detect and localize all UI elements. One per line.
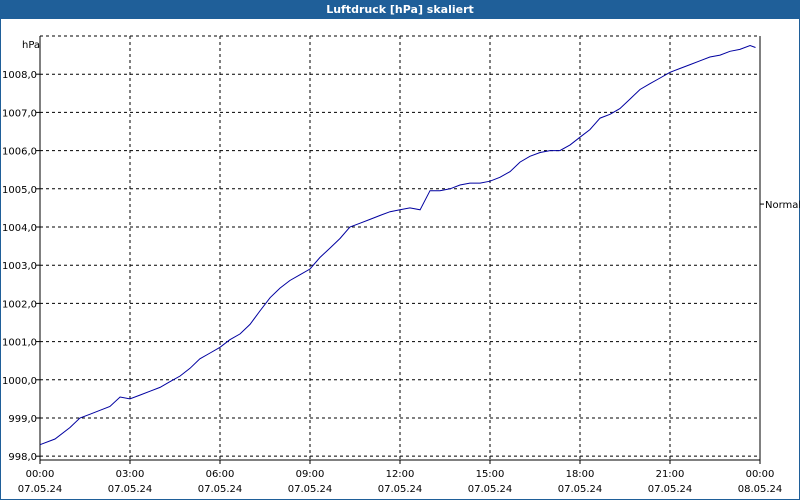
y-tick-label: 1008,0 xyxy=(2,70,37,81)
reference-marker: Normal xyxy=(760,200,800,211)
x-tick-date: 07.05.24 xyxy=(648,484,693,495)
x-tick-time: 18:00 xyxy=(566,469,595,480)
y-tick-label: 1003,0 xyxy=(2,261,37,272)
x-tick-date: 07.05.24 xyxy=(468,484,513,495)
y-tick-label: 1001,0 xyxy=(2,338,37,349)
x-tick-date: 07.05.24 xyxy=(378,484,423,495)
x-tick-labels: 00:00 07.05.24 03:00 07.05.24 06:00 07.05.24 0… xyxy=(18,469,783,495)
y-tick-label: 999,0 xyxy=(8,414,37,425)
y-tick-labels: 998,0 999,0 1000,0 1001,0 1002,0 1003,0 1004,0… xyxy=(2,70,37,463)
x-tick-time: 00:00 xyxy=(746,469,775,480)
axes xyxy=(36,36,761,464)
y-tick-label: 1000,0 xyxy=(2,376,37,387)
y-unit-label: hPa xyxy=(22,40,40,51)
x-tick-date: 07.05.24 xyxy=(108,484,153,495)
y-tick-label: 1006,0 xyxy=(2,147,37,158)
x-tick-date: 07.05.24 xyxy=(288,484,333,495)
x-tick-time: 03:00 xyxy=(116,469,145,480)
x-tick-time: 09:00 xyxy=(296,469,325,480)
x-tick-time: 12:00 xyxy=(386,469,415,480)
x-tick-time: 00:00 xyxy=(26,469,55,480)
y-tick-label: 1004,0 xyxy=(2,223,37,234)
chart-title: Luftdruck [hPa] skaliert xyxy=(1,1,799,19)
x-tick-date: 08.05.24 xyxy=(738,484,783,495)
x-tick-time: 15:00 xyxy=(476,469,505,480)
x-tick-date: 07.05.24 xyxy=(558,484,603,495)
x-tick-date: 07.05.24 xyxy=(198,484,243,495)
y-tick-label: 1005,0 xyxy=(2,185,37,196)
reference-label: Normal xyxy=(765,200,800,211)
series-line-luftdruck xyxy=(39,44,756,446)
y-tick-label: 1007,0 xyxy=(2,108,37,119)
grid xyxy=(40,35,760,460)
x-tick-time: 21:00 xyxy=(656,469,685,480)
x-tick-date: 07.05.24 xyxy=(18,484,63,495)
x-tick-time: 06:00 xyxy=(206,469,235,480)
y-tick-label: 1002,0 xyxy=(2,299,37,310)
y-tick-label: 998,0 xyxy=(8,452,37,463)
